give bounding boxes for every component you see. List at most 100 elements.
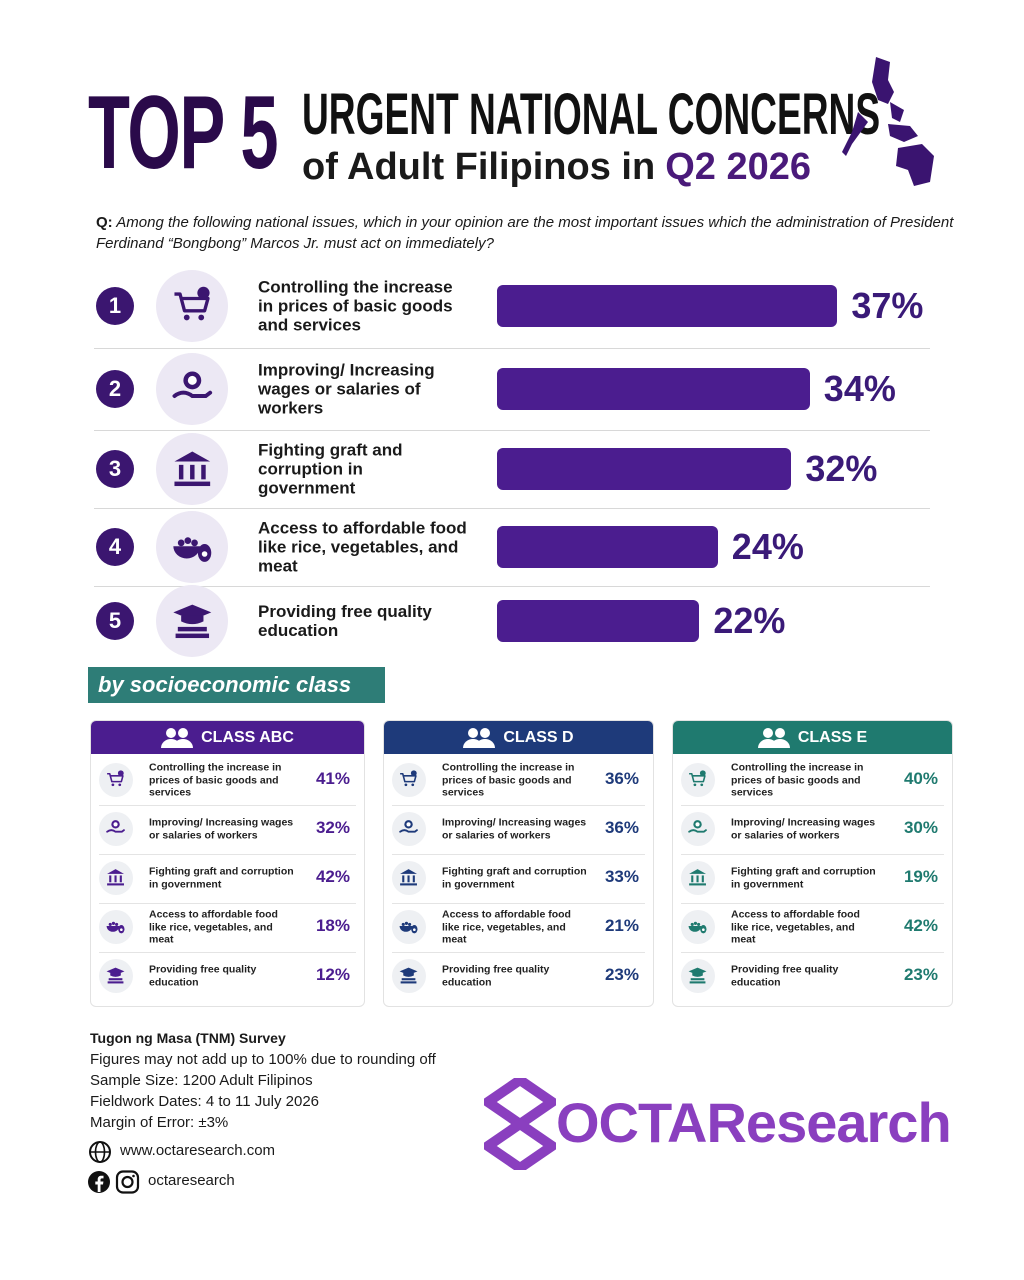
rank-badge: 4 (96, 528, 134, 566)
icon-part (107, 968, 125, 984)
class-row-label: Fighting graft and corruption in governm… (149, 865, 294, 891)
map-island (890, 102, 904, 122)
category-label: Improving/ Increasing wages or salaries … (258, 360, 435, 418)
value-label: 37% (851, 285, 924, 326)
icon-part (187, 375, 197, 385)
icon-part (411, 783, 415, 787)
class-row-label: Access to affordable food like rice, veg… (149, 908, 278, 946)
logo-diamond (484, 1117, 556, 1170)
globe-icon (89, 1141, 111, 1163)
rank-badge: 1 (96, 287, 134, 325)
icon-part (689, 869, 707, 875)
logo-diamond (484, 1078, 556, 1131)
survey-name: Tugon ng Masa (TNM) Survey (90, 1030, 286, 1046)
icon-part (118, 770, 125, 777)
class-row-label: Fighting graft and corruption in governm… (442, 865, 587, 891)
icon-part (190, 539, 198, 546)
icon-part (400, 883, 418, 886)
people-icon (757, 727, 790, 749)
icon-part (178, 727, 189, 738)
class-name: CLASS E (797, 728, 868, 746)
row-divider (99, 854, 356, 855)
icon-part (400, 922, 418, 934)
icon (99, 812, 133, 846)
social-icons (88, 1170, 140, 1194)
icon-part (183, 314, 190, 321)
icon-part (702, 928, 706, 932)
icon-part (696, 875, 700, 883)
class-header: CLASS ABC (91, 721, 364, 754)
icon-part (201, 550, 208, 557)
category-label: Controlling the increase in prices of ba… (258, 277, 453, 335)
icon (392, 812, 426, 846)
icon-part (173, 536, 211, 562)
row-divider (681, 903, 944, 904)
icon-part (198, 314, 204, 321)
icon (156, 511, 228, 583)
question-prefix: Q: (96, 214, 113, 231)
icon-part (694, 922, 698, 926)
icon-part (115, 923, 119, 927)
icon-part (109, 923, 113, 927)
icon-part (173, 604, 211, 638)
icon (156, 270, 228, 342)
class-row-label: Providing free quality education (731, 963, 839, 989)
title-box: URGENT NATIONAL CONCERNS (302, 86, 1024, 144)
icon-part (107, 926, 120, 933)
icon-part (411, 770, 418, 777)
icon-part (403, 973, 415, 978)
icon-part (689, 922, 707, 934)
instagram-dot (132, 1174, 135, 1178)
icon (99, 861, 133, 895)
bar (497, 448, 792, 490)
rank-badge: 5 (96, 602, 134, 640)
category-label: Fighting graft and corruption in governm… (258, 440, 403, 498)
icon-part (161, 727, 194, 748)
rank-badge: 3 (96, 450, 134, 488)
icon-part (174, 286, 210, 321)
icon (681, 959, 715, 993)
map-island (888, 124, 918, 142)
class-row-label: Providing free quality education (442, 963, 550, 989)
icon-part (689, 869, 707, 886)
icon-part (106, 829, 126, 834)
icon-part (177, 626, 207, 632)
icon-part (118, 783, 122, 787)
icon-part (173, 738, 194, 748)
value-label: 34% (823, 368, 896, 409)
people-icon (161, 727, 194, 749)
bar (497, 368, 810, 410)
class-row-value: 42% (315, 867, 350, 886)
philippines-map (842, 57, 934, 186)
icon-part (402, 875, 405, 883)
icon-part (174, 481, 210, 486)
row-divider (681, 854, 944, 855)
bar (497, 285, 838, 327)
icon-part (166, 727, 177, 738)
row-divider (681, 805, 944, 806)
row-divider (392, 805, 645, 806)
class-row-value: 33% (604, 867, 639, 886)
footer-notes: Tugon ng Masa (TNM) Survey Figures may n… (90, 1028, 436, 1133)
icon (681, 763, 715, 797)
top-label: TOP 5 (88, 75, 279, 191)
row-divider (99, 952, 356, 953)
icon (681, 910, 715, 944)
row-divider (94, 508, 930, 509)
icon-part (177, 539, 185, 546)
question: Q: Among the following national issues, … (96, 212, 956, 254)
icon-part (691, 875, 694, 883)
class-header: CLASS D (384, 721, 653, 754)
icon-part (200, 464, 206, 480)
class-card: CLASS ABC Controlling the increase in pri… (90, 720, 365, 1007)
class-row-value: 40% (903, 769, 938, 788)
row-divider (94, 348, 930, 349)
row-divider (94, 430, 930, 431)
icon-part (174, 451, 210, 486)
row-divider (94, 586, 930, 587)
icon-part (400, 968, 418, 984)
icon-part (762, 727, 773, 738)
class-row-value: 36% (604, 769, 639, 788)
instagram-lens (121, 1175, 134, 1189)
icon-part (405, 922, 409, 926)
